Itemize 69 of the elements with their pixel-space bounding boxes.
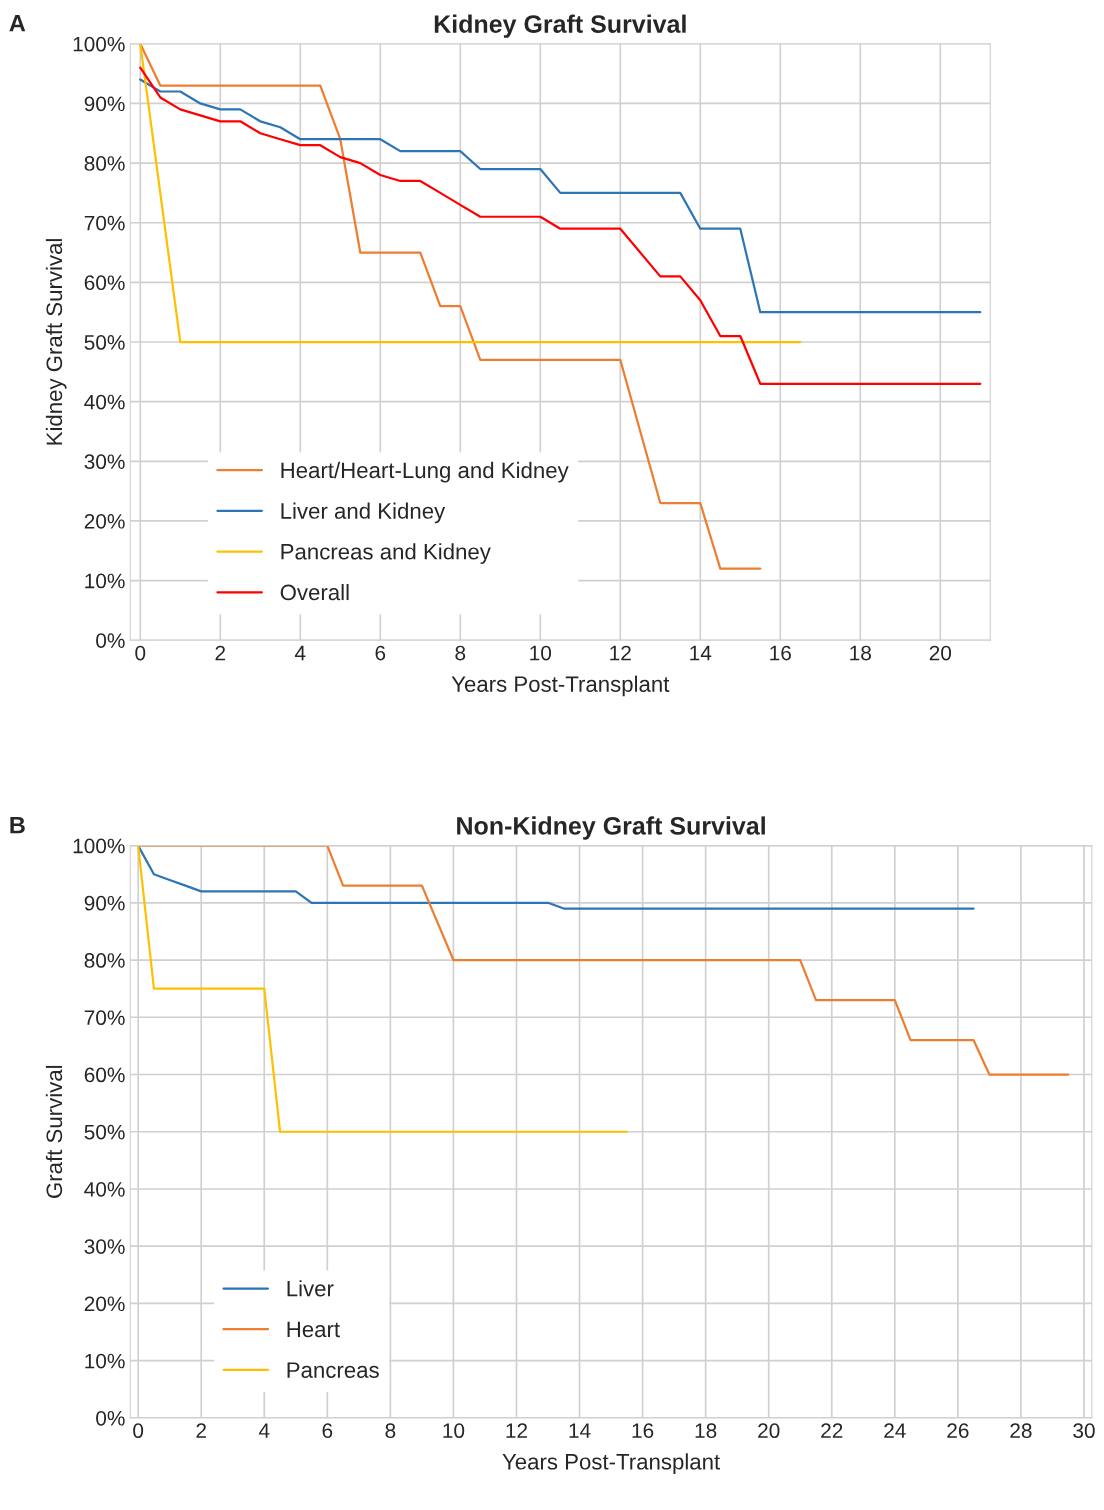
y-tick-label: 10% xyxy=(85,573,125,589)
x-tick-label: 10 xyxy=(530,645,552,661)
legend-label: Liver xyxy=(287,1280,334,1297)
y-tick-label: 90% xyxy=(84,96,125,112)
x-tick-label: 2 xyxy=(215,645,226,661)
x-tick-label: 18 xyxy=(850,645,871,661)
y-tick-label: 70% xyxy=(84,215,125,231)
y-tick-label: 100% xyxy=(73,36,125,52)
x-tick-label: 28 xyxy=(1010,1423,1032,1439)
y-tick-label: 10% xyxy=(85,1353,125,1369)
y-axis-title: Kidney Graft Survival xyxy=(45,239,67,445)
y-tick-label: 70% xyxy=(84,1010,125,1026)
x-tick-label: 6 xyxy=(375,645,386,661)
legend-label: Liver and Kidney xyxy=(281,502,446,524)
y-tick-label: 90% xyxy=(84,895,125,911)
line-series xyxy=(137,845,975,910)
legend-label: Heart/Heart-Lung and Kidney xyxy=(281,461,569,483)
x-tick-label: 30 xyxy=(1073,1423,1095,1439)
y-tick-label: 100% xyxy=(73,838,125,854)
x-tick-label: 12 xyxy=(610,645,631,661)
x-tick-label: 26 xyxy=(947,1423,969,1439)
legend-label: Heart xyxy=(287,1321,340,1338)
y-tick-label: 30% xyxy=(84,1239,125,1254)
x-tick-label: 8 xyxy=(385,1423,396,1439)
y-tick-label: 60% xyxy=(84,1067,125,1083)
y-tick-label: 40% xyxy=(84,1181,125,1197)
y-tick-label: 0% xyxy=(96,1410,125,1426)
y-tick-label: 20% xyxy=(84,513,125,529)
x-tick-label: 12 xyxy=(506,1423,528,1438)
line-series xyxy=(139,78,982,314)
x-tick-label: 16 xyxy=(770,645,791,661)
x-tick-label: 10 xyxy=(443,1423,465,1439)
x-axis-title: Years Post-Transplant xyxy=(451,675,670,697)
y-tick-label: 50% xyxy=(84,335,125,350)
x-tick-label: 20 xyxy=(758,1423,780,1439)
x-tick-label: 14 xyxy=(690,645,712,661)
y-axis-title: Graft Survival xyxy=(45,1065,63,1198)
text: B xyxy=(10,816,25,834)
x-tick-label: 0 xyxy=(133,1423,144,1439)
line-series xyxy=(137,845,1070,1076)
chart-title: Non-Kidney Graft Survival xyxy=(457,816,765,840)
chart-title: Kidney Graft Survival xyxy=(434,14,686,38)
x-tick-label: 8 xyxy=(455,645,466,661)
x-tick-label: 20 xyxy=(929,645,952,661)
line-series xyxy=(139,66,982,385)
x-tick-label: 22 xyxy=(821,1423,843,1438)
legend-label: Overall xyxy=(280,583,349,601)
x-tick-label: 2 xyxy=(196,1423,206,1438)
x-tick-label: 24 xyxy=(884,1423,906,1438)
x-tick-label: 18 xyxy=(695,1423,717,1439)
y-tick-label: 50% xyxy=(84,1124,125,1140)
legend-label: Pancreas xyxy=(287,1362,379,1378)
x-axis-title: Years Post-Transplant xyxy=(502,1453,721,1474)
x-tick-label: 4 xyxy=(294,645,306,661)
text: A xyxy=(9,15,26,32)
x-tick-label: 0 xyxy=(135,645,146,661)
y-tick-label: 30% xyxy=(84,454,125,470)
line-series xyxy=(139,43,762,570)
y-tick-label: 60% xyxy=(84,275,125,291)
y-tick-label: 80% xyxy=(84,156,125,171)
legend-label: Pancreas and Kidney xyxy=(281,543,491,564)
y-tick-label: 20% xyxy=(84,1296,125,1312)
x-tick-label: 4 xyxy=(258,1423,270,1438)
x-tick-label: 16 xyxy=(632,1423,654,1439)
x-tick-label: 6 xyxy=(322,1423,333,1439)
y-tick-label: 40% xyxy=(84,394,125,410)
x-tick-label: 14 xyxy=(569,1423,591,1438)
y-tick-label: 80% xyxy=(84,953,125,968)
y-tick-label: 0% xyxy=(96,633,125,648)
